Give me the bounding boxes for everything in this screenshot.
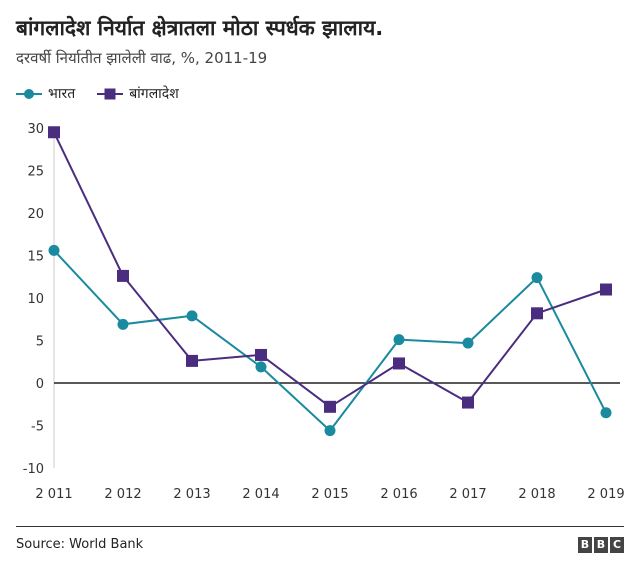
data-point-india: [48, 244, 60, 256]
y-tick-label: 20: [27, 207, 44, 222]
data-point-india: [324, 425, 336, 437]
y-tick-label: 15: [27, 250, 44, 265]
circle-marker-icon: [16, 88, 42, 99]
data-point-bangladesh: [324, 400, 336, 413]
data-point-bangladesh: [48, 126, 60, 139]
y-tick-label: 0: [36, 377, 44, 392]
data-point-india: [600, 407, 612, 419]
x-tick-label: 2 013: [173, 487, 210, 502]
data-point-bangladesh: [600, 283, 612, 296]
line-chart: 30 25 20 15 10 5 0 -5 -10 2 011 2 012 2 013 2 014 2 0…: [23, 122, 625, 502]
legend-item-india: भारत: [16, 84, 75, 103]
y-tick-label: 5: [36, 335, 44, 350]
x-tick-label: 2 012: [104, 487, 141, 502]
data-point-bangladesh: [531, 307, 543, 320]
x-tick-label: 2 014: [242, 487, 279, 502]
y-tick-label: 30: [27, 122, 44, 137]
square-marker-icon: [97, 88, 124, 99]
data-point-india: [462, 337, 474, 349]
chart-subtitle: दरवर्षी निर्यातीत झालेली वाढ, %, 2011-19: [16, 49, 268, 67]
data-point-bangladesh: [117, 269, 129, 282]
x-tick-label: 2 016: [380, 487, 417, 502]
bbc-logo-block: B: [594, 537, 608, 553]
data-point-bangladesh: [186, 354, 198, 367]
legend-label-india: भारत: [48, 86, 76, 102]
data-point-india: [186, 310, 198, 322]
x-tick-label: 2 017: [449, 487, 486, 502]
x-tick-label: 2 019: [587, 487, 624, 502]
x-tick-label: 2 018: [518, 487, 555, 502]
x-tick-label: 2 015: [311, 487, 348, 502]
data-point-bangladesh: [255, 348, 267, 361]
source-divider: [16, 526, 624, 527]
legend-item-bangladesh: बांगलादेश: [97, 84, 179, 103]
legend-label-bangladesh: बांगलादेश: [129, 86, 179, 102]
legend: भारत बांगलादेश: [16, 84, 201, 103]
data-point-bangladesh: [393, 357, 405, 370]
data-point-india: [117, 318, 129, 330]
y-tick-label: 25: [27, 165, 44, 180]
bbc-logo: B B C: [576, 537, 624, 553]
bbc-logo-block: B: [578, 537, 592, 553]
x-tick-label: 2 011: [35, 487, 72, 502]
chart-title: बांगलादेश निर्यात क्षेत्रातला मोठा स्पर्…: [16, 16, 384, 40]
data-point-india: [255, 361, 267, 373]
y-tick-label: 10: [27, 292, 44, 307]
y-tick-label: -5: [31, 420, 44, 435]
data-point-india: [393, 334, 405, 346]
bbc-logo-block: C: [610, 537, 624, 553]
series-line-bangladesh: [53, 131, 607, 408]
source-note: Source: World Bank: [16, 537, 144, 552]
data-point-india: [531, 272, 543, 284]
data-point-bangladesh: [462, 396, 474, 409]
y-tick-label: -10: [23, 462, 44, 477]
